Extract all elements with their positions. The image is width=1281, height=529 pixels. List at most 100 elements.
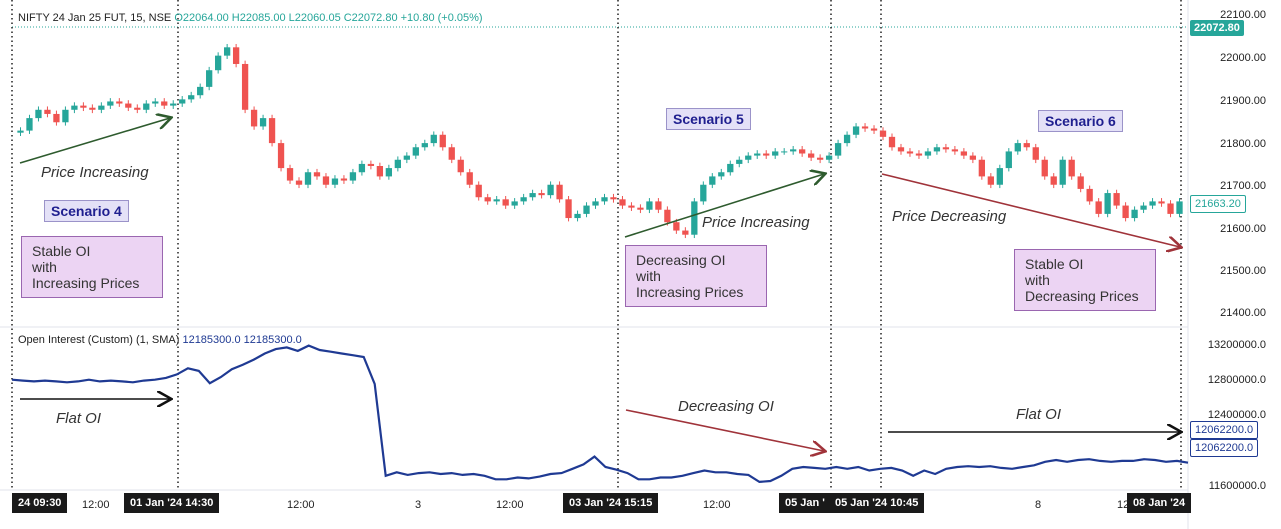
- candle-body: [125, 103, 132, 108]
- oi-series: [11, 344, 1189, 484]
- candle-body: [745, 155, 752, 160]
- oi-line: [11, 344, 1189, 484]
- price-increasing-arrow: [19, 118, 170, 164]
- candle-body: [556, 184, 563, 200]
- oi-axis-label: 12800000.0: [1207, 374, 1266, 386]
- scenario-5-label: Scenario 5: [666, 108, 751, 130]
- candle-body: [35, 109, 42, 119]
- time-axis-label: 8: [1035, 499, 1042, 511]
- price-axis-label: 21600.00: [1220, 223, 1266, 235]
- candle-body: [763, 153, 770, 156]
- scenario-5-note: Decreasing OI with Increasing Prices: [625, 245, 767, 307]
- candle-body: [493, 199, 500, 202]
- candle-body: [268, 118, 276, 144]
- candle-body: [718, 172, 725, 177]
- candle-body: [1059, 159, 1066, 185]
- candle-body: [232, 47, 240, 64]
- price-decreasing-label: Price Decreasing: [892, 208, 1007, 225]
- oi-label: Open Interest (Custom) (1, SMA): [18, 334, 180, 346]
- candle-body: [1131, 209, 1138, 219]
- candle-body: [71, 105, 78, 110]
- candle-body: [206, 70, 213, 87]
- candle-body: [897, 147, 905, 152]
- candle-body: [825, 155, 833, 160]
- price-axis-label: 21800.00: [1220, 138, 1266, 150]
- time-axis-label: 12:00: [496, 499, 524, 511]
- candle-body: [637, 207, 644, 210]
- oi-axis-label: 12400000.0: [1207, 409, 1266, 421]
- ohlc-values: O22064.00 H22085.00 L22060.05 C22072.80 …: [174, 12, 483, 24]
- candle-body: [709, 176, 716, 185]
- oi-tag-bottom: 12062200.0: [1190, 439, 1259, 457]
- candle-body: [1032, 147, 1039, 160]
- scenario-4-note: Stable OI with Increasing Prices: [21, 236, 163, 298]
- candle-body: [772, 151, 779, 156]
- time-axis-label: 05 Jan ': [779, 493, 831, 513]
- candle-body: [960, 151, 968, 156]
- oi-header: Open Interest (Custom) (1, SMA) 12185300…: [18, 334, 302, 346]
- time-axis-label: 12:00: [82, 499, 110, 511]
- candle-body: [969, 155, 977, 160]
- candle-body: [457, 159, 464, 173]
- price-axis-label: 21400.00: [1220, 307, 1266, 319]
- price-increasing-arrow: [624, 174, 824, 238]
- candle-body: [1005, 151, 1012, 169]
- current-price-tag: 21663.20: [1190, 195, 1246, 213]
- time-axis-label: 03 Jan '24 15:15: [563, 493, 659, 513]
- candle-body: [843, 134, 851, 144]
- scenario-6-note: Stable OI with Decreasing Prices: [1014, 249, 1156, 311]
- candle-body: [152, 101, 159, 104]
- candle-body: [448, 147, 455, 160]
- candle-body: [349, 172, 357, 181]
- candle-body: [1149, 201, 1156, 206]
- candle-body: [951, 149, 959, 152]
- candle-body: [358, 163, 366, 173]
- price-axis-label: 22000.00: [1220, 52, 1266, 64]
- candle-body: [170, 103, 177, 106]
- candle-body: [62, 109, 69, 123]
- candle-body: [592, 201, 599, 206]
- flat-oi-label: Flat OI: [56, 410, 102, 427]
- candle-body: [412, 147, 419, 156]
- candle-body: [197, 86, 204, 96]
- candle-body: [385, 168, 393, 177]
- candle-body: [790, 149, 797, 152]
- candle-body: [26, 118, 33, 131]
- candle-body: [80, 105, 87, 108]
- candle-body: [1068, 159, 1075, 177]
- price-axis-label: 22100.00: [1220, 9, 1266, 21]
- flat-oi-label: Flat OI: [1016, 406, 1062, 423]
- candle-body: [1050, 176, 1057, 185]
- candles: [17, 43, 1183, 239]
- candle-body: [924, 151, 932, 156]
- candle-body: [340, 178, 348, 181]
- candle-body: [403, 155, 410, 160]
- candle-body: [376, 166, 384, 177]
- last-price-tag: 22072.80: [1190, 20, 1244, 36]
- time-axis-label: 3: [415, 499, 422, 511]
- oi-axis-label: 11600000.0: [1208, 480, 1266, 492]
- candle-body: [502, 199, 509, 206]
- time-axis-label: 24 09:30: [12, 493, 68, 513]
- oi-tag-top: 12062200.0: [1190, 421, 1259, 439]
- candle-body: [906, 151, 914, 154]
- candle-body: [53, 113, 60, 123]
- candle-body: [915, 153, 923, 156]
- candle-body: [987, 176, 994, 185]
- candle-body: [44, 109, 51, 114]
- candle-body: [574, 213, 581, 219]
- price-axis-label: 21700.00: [1220, 180, 1266, 192]
- price-axis-label: 21500.00: [1220, 265, 1266, 277]
- candle-body: [1086, 188, 1093, 202]
- candle-body: [295, 180, 303, 185]
- candle-body: [781, 151, 788, 153]
- candle-body: [223, 47, 231, 56]
- candle-body: [484, 197, 491, 202]
- candle-body: [736, 159, 743, 164]
- candle-body: [1014, 143, 1021, 152]
- candle-body: [888, 136, 896, 148]
- candle-body: [565, 199, 572, 219]
- candle-body: [475, 184, 482, 198]
- candle-body: [547, 184, 554, 196]
